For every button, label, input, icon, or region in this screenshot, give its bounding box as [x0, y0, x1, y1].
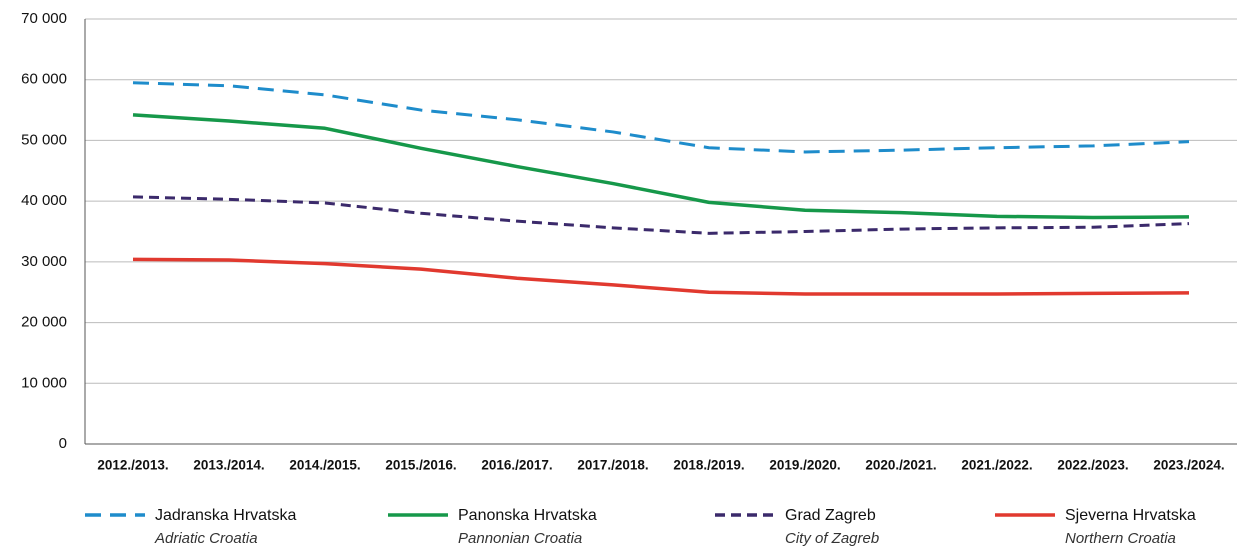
x-tick-label: 2019./2020.: [769, 458, 840, 473]
line-series: [132, 257, 1190, 296]
x-tick-label: 2015./2016.: [385, 458, 456, 473]
line-series: [132, 195, 1190, 235]
y-tick-label: 0: [59, 435, 67, 452]
legend-subtitle: Northern Croatia: [1065, 530, 1176, 547]
x-tick-label: 2016./2017.: [481, 458, 552, 473]
legend-name: Panonska Hrvatska: [458, 507, 597, 524]
x-tick-label: 2018./2019.: [673, 458, 744, 473]
x-tick-label: 2022./2023.: [1057, 458, 1128, 473]
x-tick-label: 2014./2015.: [289, 458, 360, 473]
legend-subtitle: Adriatic Croatia: [154, 530, 258, 547]
legend-name: Grad Zagreb: [785, 507, 876, 524]
y-tick-label: 60 000: [21, 71, 67, 88]
y-tick-label: 50 000: [21, 131, 67, 148]
y-tick-label: 20 000: [21, 314, 67, 331]
x-tick-label: 2020./2021.: [865, 458, 936, 473]
y-tick-label: 10 000: [21, 374, 67, 391]
x-tick-label: 2013./2014.: [193, 458, 264, 473]
line-series: [132, 113, 1190, 220]
x-tick-label: 2017./2018.: [577, 458, 648, 473]
x-tick-label: 2021./2022.: [961, 458, 1032, 473]
y-tick-label: 30 000: [21, 253, 67, 270]
y-tick-label: 70 000: [21, 10, 67, 27]
y-tick-label: 40 000: [21, 192, 67, 209]
line-series: [132, 81, 1190, 154]
legend-subtitle: City of Zagreb: [785, 530, 879, 547]
x-tick-label: 2012./2013.: [97, 458, 168, 473]
legend-subtitle: Pannonian Croatia: [458, 530, 582, 547]
legend-name: Sjeverna Hrvatska: [1065, 507, 1196, 524]
x-tick-label: 2023./2024.: [1153, 458, 1224, 473]
legend-name: Jadranska Hrvatska: [155, 507, 296, 524]
